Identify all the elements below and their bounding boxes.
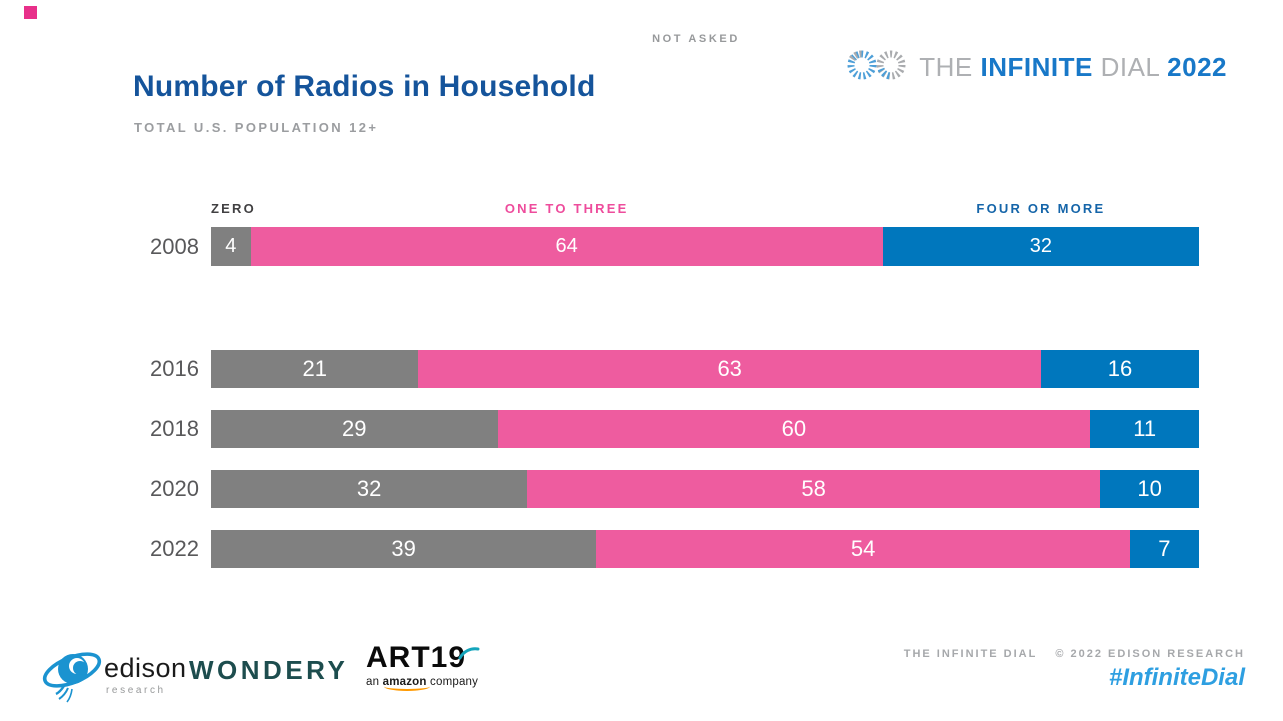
bar-value: 29 [342, 416, 367, 441]
logo-word-infinite: INFINITE [980, 52, 1093, 82]
legend-four-or-more: FOUR OR MORE [976, 201, 1106, 216]
bar-row: 2020 32 58 10 [150, 470, 1199, 508]
bar-segment-one-to-three: 63 [418, 350, 1041, 388]
bar-row: 2016 21 63 16 [150, 350, 1199, 388]
bar-value: 32 [1029, 235, 1053, 257]
page-subtitle: TOTAL U.S. POPULATION 12+ [134, 120, 379, 135]
bar-value: 7 [1158, 536, 1171, 561]
footer-credit-right: © 2022 EDISON RESEARCH [1055, 648, 1245, 660]
bar-value: 39 [391, 536, 416, 561]
logo-word-the: THE [919, 52, 973, 82]
bar-value: 16 [1107, 356, 1133, 381]
bar-segment-four-or-more: 10 [1100, 470, 1199, 508]
bar-value: 32 [356, 476, 382, 501]
year-label: 2018 [150, 416, 199, 441]
bar-segment-one-to-three: 64 [250, 227, 883, 266]
legend-zero: ZERO [211, 201, 256, 216]
not-asked-annotation: NOT ASKED [652, 33, 740, 45]
bar-value: 11 [1133, 416, 1157, 441]
bar-value: 60 [781, 416, 807, 441]
bar-segment-one-to-three: 60 [497, 410, 1091, 448]
art19-tagline-prefix: an [366, 676, 383, 688]
infinite-dial-logo-text: THE INFINITE DIAL 2022 [919, 52, 1227, 83]
bar-segment-four-or-more: 16 [1040, 350, 1199, 388]
art19-tagline: an amazon company [366, 676, 479, 691]
bar-segment-four-or-more: 7 [1129, 530, 1199, 568]
bar-chart: ZERO ONE TO THREE FOUR OR MORE 2008 4 64 32… [150, 195, 1199, 575]
art19-swoosh-icon [458, 634, 480, 668]
slide-corner-marker [24, 6, 37, 19]
bar-value: 10 [1137, 476, 1162, 501]
infinite-dial-logo-icon [846, 46, 910, 89]
bar-segment-zero: 32 [211, 470, 528, 508]
bar-segment-zero: 29 [211, 410, 498, 448]
year-label: 2016 [150, 356, 199, 381]
art19-wordmark: ART19 [366, 641, 467, 674]
edison-logo-icon [40, 638, 104, 709]
bar-segment-one-to-three: 58 [527, 470, 1101, 508]
bar-segment-four-or-more: 11 [1090, 410, 1199, 448]
art19-logo-text: ART19 [366, 641, 480, 675]
bar-value: 21 [302, 356, 327, 381]
hashtag: #InfiniteDial [1108, 664, 1245, 691]
bar-row: 2008 4 64 32 [150, 227, 1199, 266]
bar-segment-zero: 39 [211, 530, 597, 568]
edison-logo-tagline: research [106, 685, 166, 696]
bar-segment-zero: 4 [211, 227, 251, 266]
footer-credit-left: THE INFINITE DIAL [903, 648, 1038, 660]
page-title: Number of Radios in Household [133, 70, 596, 103]
legend-one-to-three: ONE TO THREE [504, 201, 629, 216]
edison-logo: edison research [104, 653, 187, 697]
year-label: 2022 [150, 536, 199, 561]
bar-value: 4 [225, 235, 237, 257]
year-label: 2008 [150, 234, 199, 259]
bar-segment-zero: 21 [211, 350, 419, 388]
footer-credit: THE INFINITE DIAL © 2022 EDISON RESEARCH [904, 648, 1245, 660]
bar-segment-one-to-three: 54 [596, 530, 1130, 568]
bar-row: 2022 39 54 7 [150, 530, 1199, 568]
logo-word-year: 2022 [1167, 52, 1227, 82]
amazon-wordmark: amazon [383, 676, 430, 691]
infinite-dial-logo: THE INFINITE DIAL 2022 [846, 46, 1227, 89]
bar-value: 54 [850, 536, 876, 561]
bar-segment-four-or-more: 32 [882, 227, 1199, 266]
amazon-smile-icon [383, 682, 430, 691]
art19-tagline-suffix: company [426, 676, 479, 688]
wondery-logo: WONDERY [189, 655, 349, 685]
bar-value: 64 [555, 235, 578, 257]
bar-row: 2018 29 60 11 [150, 410, 1199, 448]
bar-value: 63 [717, 356, 742, 381]
logo-word-dial: DIAL [1100, 52, 1160, 82]
art19-logo: ART19 an amazon company [366, 641, 480, 691]
year-label: 2020 [150, 476, 199, 501]
bar-value: 58 [801, 476, 826, 501]
edison-logo-text: edison [104, 653, 187, 683]
